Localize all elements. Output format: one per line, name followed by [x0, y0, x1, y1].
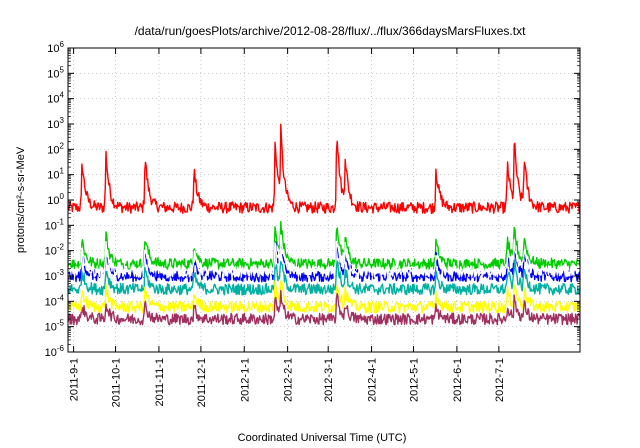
- x-tick-label: 2012-4-1: [367, 358, 379, 402]
- y-tick-exponent: -1: [57, 217, 65, 226]
- x-tick-label: 2012-7-1: [494, 358, 506, 402]
- x-tick-label: 2011-11-1: [154, 358, 166, 407]
- y-tick-label: 104: [47, 91, 64, 106]
- y-tick-exponent: 2: [60, 141, 65, 150]
- series-line-1: [67, 220, 581, 271]
- y-tick-label: 10-2: [45, 243, 65, 258]
- y-tick-label: 10-5: [45, 319, 65, 334]
- x-tick-label: 2011-10-1: [111, 358, 123, 407]
- y-tick-label: 106: [47, 40, 64, 55]
- y-tick-mantissa: 10: [45, 271, 57, 283]
- y-tick-mantissa: 10: [47, 68, 59, 80]
- y-tick-label: 10-6: [45, 344, 65, 359]
- y-tick-exponent: -2: [57, 243, 65, 252]
- y-tick-label: 10-1: [45, 217, 65, 232]
- series-line-6: [67, 289, 581, 326]
- y-tick-mantissa: 10: [47, 43, 59, 55]
- x-axis-label: Coordinated Universal Time (UTC): [238, 432, 407, 444]
- axes: [67, 47, 581, 353]
- y-tick-exponent: 6: [60, 40, 65, 49]
- y-tick-label: 10-4: [45, 293, 65, 308]
- y-tick-mantissa: 10: [47, 144, 59, 156]
- y-tick-mantissa: 10: [47, 170, 59, 182]
- y-tick-mantissa: 10: [47, 119, 59, 131]
- y-tick-exponent: 4: [60, 91, 65, 100]
- x-tick-label: 2012-2-1: [283, 358, 295, 402]
- y-tick-exponent: 0: [60, 192, 65, 201]
- y-tick-label: 10-3: [45, 268, 65, 283]
- y-tick-exponent: -6: [57, 344, 65, 353]
- y-ticks: 10-610-510-410-310-210-11001011021031041…: [45, 40, 65, 359]
- y-tick-mantissa: 10: [47, 195, 59, 207]
- y-tick-exponent: -4: [57, 293, 65, 302]
- series-line-3: [67, 234, 581, 278]
- y-tick-mantissa: 10: [45, 296, 57, 308]
- y-tick-mantissa: 10: [45, 246, 57, 258]
- y-tick-mantissa: 10: [45, 347, 57, 359]
- y-tick-exponent: 5: [60, 65, 65, 74]
- y-tick-exponent: -5: [57, 319, 65, 328]
- y-tick-exponent: -3: [57, 268, 65, 277]
- y-axis-label: protons/cm²-s-sr-MeV: [15, 146, 27, 253]
- y-tick-mantissa: 10: [45, 220, 57, 232]
- y-tick-exponent: 3: [60, 116, 65, 125]
- plot-frame: [67, 47, 581, 353]
- y-tick-exponent: 1: [60, 167, 65, 176]
- y-tick-label: 102: [47, 141, 64, 156]
- x-tick-label: 2011-12-1: [196, 358, 208, 407]
- x-tick-label: 2012-3-1: [323, 358, 335, 402]
- y-tick-mantissa: 10: [47, 94, 59, 106]
- y-tick-mantissa: 10: [45, 322, 57, 334]
- y-tick-label: 101: [47, 167, 64, 182]
- x-tick-label: 2011-9-1: [69, 358, 81, 401]
- x-tick-label: 2012-6-1: [452, 358, 464, 402]
- x-tick-label: 2012-1-1: [239, 358, 251, 402]
- series-line-0: [67, 123, 581, 214]
- y-tick-label: 105: [47, 65, 64, 80]
- series-group: [67, 123, 581, 326]
- x-tick-label: 2012-5-1: [409, 358, 421, 402]
- series-line-5: [67, 280, 581, 314]
- x-ticks: 2011-9-1 2011-10-1 2011-11-1 2011-12-1 2012-…: [69, 358, 506, 407]
- chart-title: /data/run/goesPlots/archive/2012-08-28/f…: [135, 24, 527, 38]
- y-tick-label: 103: [47, 116, 64, 131]
- y-tick-label: 100: [47, 192, 64, 207]
- series-line-4: [67, 259, 581, 296]
